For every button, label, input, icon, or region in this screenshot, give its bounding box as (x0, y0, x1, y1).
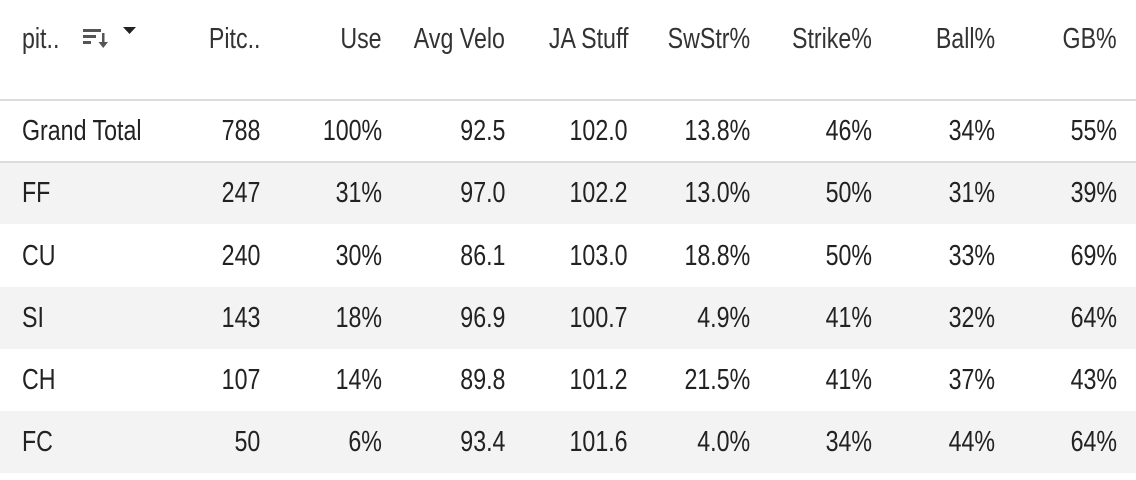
cell-value: 101.6 (569, 426, 628, 458)
cell-value: 4.0% (697, 426, 750, 458)
cell-value: 93.4 (459, 426, 505, 458)
row-label: FC (22, 426, 53, 458)
cell-value: 50% (825, 240, 872, 272)
column-header: JA Stuff (548, 23, 628, 55)
cell-value: 21.5% (684, 364, 750, 396)
cell-value: 6% (348, 426, 382, 458)
cell-value: 788 (221, 115, 260, 147)
header-rule (0, 99, 1136, 101)
cell-value: 92.5 (459, 115, 505, 147)
dropdown-caret[interactable] (123, 27, 136, 34)
cell-value: 14% (335, 364, 382, 396)
total-rule (0, 161, 1136, 163)
column-header: Strike% (792, 23, 872, 55)
cell-value: 13.0% (684, 177, 750, 209)
cell-value: 33% (948, 240, 995, 272)
cell-value: 44% (948, 426, 995, 458)
column-header: Pitc.. (208, 23, 260, 55)
cell-value: 34% (825, 426, 872, 458)
cell-value: 50% (825, 177, 872, 209)
cell-value: 102.2 (569, 177, 628, 209)
column-header: Avg Velo (413, 23, 505, 55)
row-band (0, 411, 1136, 473)
cell-value: 143 (221, 302, 260, 334)
cell-value: 13.8% (684, 115, 750, 147)
cell-value: 100% (322, 115, 382, 147)
row-label: CU (22, 240, 56, 272)
cell-value: 64% (1070, 426, 1117, 458)
row-label: CH (22, 364, 56, 396)
column-header: GB% (1062, 23, 1117, 55)
cell-value: 240 (221, 240, 260, 272)
cell-value: 69% (1070, 240, 1117, 272)
cell-value: 4.9% (697, 302, 750, 334)
cell-value: 30% (335, 240, 382, 272)
cell-value: 34% (948, 115, 995, 147)
row-band (0, 162, 1136, 224)
cell-value: 100.7 (569, 302, 628, 334)
cell-value: 89.8 (459, 364, 505, 396)
cell-value: 247 (221, 177, 260, 209)
cell-value: 96.9 (459, 302, 505, 334)
cell-value: 102.0 (569, 115, 628, 147)
cell-value: 43% (1070, 364, 1117, 396)
cell-value: 107 (221, 364, 260, 396)
cell-value: 101.2 (569, 364, 628, 396)
cell-value: 46% (825, 115, 872, 147)
cell-value: 39% (1070, 177, 1117, 209)
row-band (0, 287, 1136, 349)
sort-glyph (83, 29, 108, 48)
column-header: pit.. (22, 23, 60, 55)
sort-icon[interactable] (80, 24, 144, 54)
row-label: SI (22, 302, 44, 334)
row-label: Grand Total (22, 115, 142, 147)
row-label: FF (22, 177, 51, 209)
cell-value: 32% (948, 302, 995, 334)
column-header: SwStr% (667, 23, 750, 55)
cell-value: 97.0 (459, 177, 505, 209)
cell-value: 18.8% (684, 240, 750, 272)
cell-value: 31% (335, 177, 382, 209)
cell-value: 64% (1070, 302, 1117, 334)
cell-value: 37% (948, 364, 995, 396)
cell-value: 103.0 (569, 240, 628, 272)
cell-value: 41% (825, 302, 872, 334)
column-header: Use (340, 23, 382, 55)
cell-value: 50 (234, 426, 260, 458)
cell-value: 18% (335, 302, 382, 334)
cell-value: 55% (1070, 115, 1117, 147)
cell-value: 86.1 (459, 240, 505, 272)
cell-value: 31% (948, 177, 995, 209)
cell-value: 41% (825, 364, 872, 396)
column-header: Ball% (935, 23, 995, 55)
